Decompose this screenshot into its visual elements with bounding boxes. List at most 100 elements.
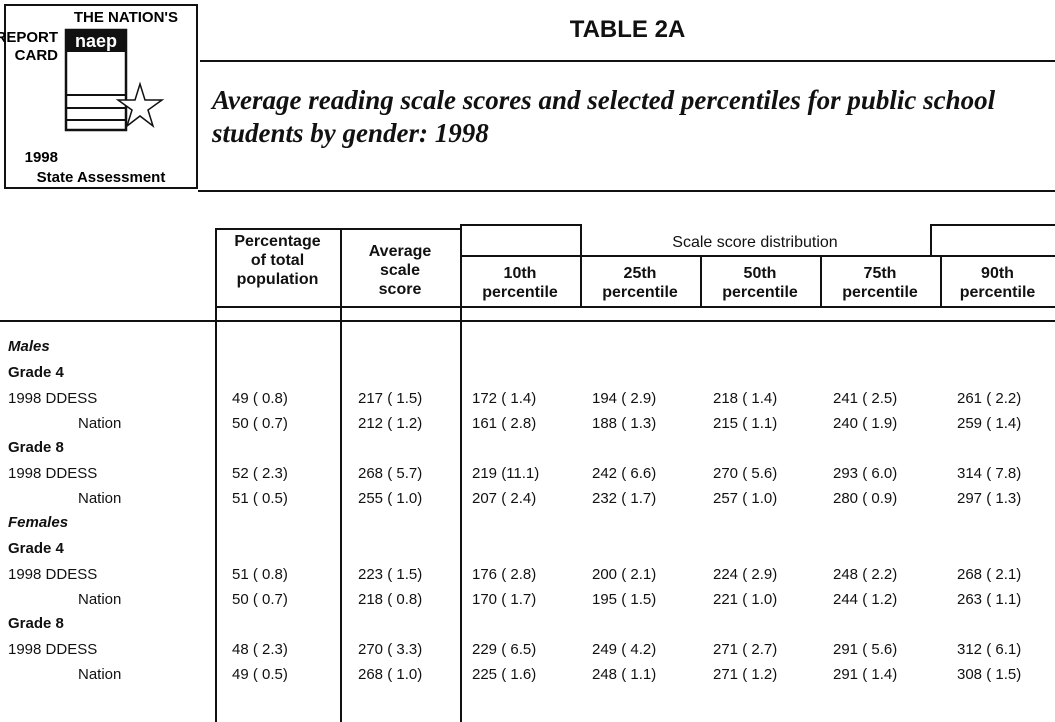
table-cell: 195 ( 1.5) <box>592 590 657 608</box>
rule <box>580 224 582 256</box>
table-cell: 308 ( 1.5) <box>957 665 1022 683</box>
table-cell: 172 ( 1.4) <box>472 390 537 407</box>
table-cell: 249 ( 4.2) <box>592 641 657 658</box>
section-label: Males <box>8 338 50 355</box>
table-cell: 225 ( 1.6) <box>472 665 537 683</box>
table-label: TABLE 2A <box>569 16 686 43</box>
logo-brand: naep <box>75 31 117 51</box>
table-cell: 271 ( 1.2) <box>713 665 778 683</box>
column-header: 90th percentile <box>959 265 1036 301</box>
logo-subtitle: State Assessment <box>37 169 166 186</box>
row-label: 1998 DDESS <box>8 566 98 583</box>
column-header: Average scale score <box>368 243 432 298</box>
logo-star <box>115 81 165 129</box>
column-header: 50th percentile <box>722 265 798 301</box>
rule <box>930 224 932 256</box>
table-title: Average reading scale scores and selecte… <box>212 85 996 148</box>
grade-label: Grade 4 <box>8 364 64 381</box>
logo: THE NATION'S REPORT CARD naep 1998 State… <box>0 4 198 189</box>
table-cell: 161 ( 2.8) <box>472 414 537 432</box>
table-cell: 255 ( 1.0) <box>358 489 423 507</box>
table-cell: 270 ( 3.3) <box>358 641 423 658</box>
logo-frame <box>4 4 198 189</box>
table-cell: 176 ( 2.8) <box>472 566 537 583</box>
rule <box>215 306 1055 308</box>
table-cell: 257 ( 1.0) <box>713 489 778 507</box>
table-cell: 263 ( 1.1) <box>957 590 1022 608</box>
table-cell: 268 ( 1.0) <box>358 665 423 683</box>
grade-label: Grade 4 <box>8 540 64 557</box>
table-cell: 52 ( 2.3) <box>232 465 288 482</box>
table-cell: 188 ( 1.3) <box>592 414 657 432</box>
table-cell: 293 ( 6.0) <box>833 465 898 482</box>
table-cell: 219 (11.1) <box>472 465 540 482</box>
rule <box>200 60 1055 62</box>
rule <box>930 224 1055 226</box>
table-cell: 268 ( 5.7) <box>358 465 423 482</box>
table-cell: 248 ( 1.1) <box>592 665 657 683</box>
table-cell: 297 ( 1.3) <box>957 489 1022 507</box>
table-cell: 218 ( 0.8) <box>358 590 423 608</box>
table-cell: 49 ( 0.8) <box>232 390 288 407</box>
table-cell: 244 ( 1.2) <box>833 590 898 608</box>
logo-year: 1998 <box>25 149 58 166</box>
logo-line3: CARD <box>15 47 58 64</box>
table-cell: 217 ( 1.5) <box>358 390 423 407</box>
logo-line2: REPORT <box>0 29 58 46</box>
table-cell: 50 ( 0.7) <box>232 414 288 432</box>
row-label: 1998 DDESS <box>8 641 98 658</box>
table-cell: 50 ( 0.7) <box>232 590 288 608</box>
table-cell: 229 ( 6.5) <box>472 641 537 658</box>
table-cell: 224 ( 2.9) <box>713 566 778 583</box>
table-cell: 268 ( 2.1) <box>957 566 1022 583</box>
table-cell: 48 ( 2.3) <box>232 641 288 658</box>
table-cell: 312 ( 6.1) <box>957 641 1022 658</box>
table-cell: 218 ( 1.4) <box>713 390 778 407</box>
table-cell: 194 ( 2.9) <box>592 390 657 407</box>
table-cell: 207 ( 2.4) <box>472 489 537 507</box>
row-label: Nation <box>78 665 122 683</box>
row-label: Nation <box>78 414 122 432</box>
table-cell: 51 ( 0.8) <box>232 566 288 583</box>
table-cell: 291 ( 5.6) <box>833 641 898 658</box>
table-cell: 314 ( 7.8) <box>957 465 1022 482</box>
table-cell: 200 ( 2.1) <box>592 566 657 583</box>
table-cell: 270 ( 5.6) <box>713 465 778 482</box>
table-cell: 259 ( 1.4) <box>957 414 1022 432</box>
rule <box>340 228 342 722</box>
logo-band <box>66 30 126 52</box>
table-cell: 248 ( 2.2) <box>833 566 898 583</box>
rule <box>0 320 1055 322</box>
rule <box>460 224 580 226</box>
table-cell: 215 ( 1.1) <box>713 414 778 432</box>
table-cell: 291 ( 1.4) <box>833 665 898 683</box>
rule <box>460 255 1055 257</box>
table-cell: 170 ( 1.7) <box>472 590 537 608</box>
rule <box>940 255 942 307</box>
column-header: 25th percentile <box>602 265 678 301</box>
table-cell: 280 ( 0.9) <box>833 489 898 507</box>
rule <box>215 228 460 230</box>
table-cell: 241 ( 2.5) <box>833 390 898 407</box>
rule <box>198 190 1055 192</box>
rule <box>580 255 582 307</box>
table-cell: 221 ( 1.0) <box>713 590 778 608</box>
rule <box>460 224 462 722</box>
row-label: Nation <box>78 489 122 507</box>
table-cell: 212 ( 1.2) <box>358 414 423 432</box>
grade-label: Grade 8 <box>8 615 64 632</box>
group-header: Scale score distribution <box>672 234 838 251</box>
table-cell: 223 ( 1.5) <box>358 566 423 583</box>
row-label: 1998 DDESS <box>8 465 98 482</box>
section-label: Females <box>8 514 69 531</box>
rule <box>215 228 217 722</box>
row-label: 1998 DDESS <box>8 390 98 407</box>
rule <box>700 255 702 307</box>
column-header: 75th percentile <box>842 265 918 301</box>
table-cell: 242 ( 6.6) <box>592 465 657 482</box>
rule <box>820 255 822 307</box>
column-header: 10th percentile <box>482 265 558 301</box>
table-cell: 51 ( 0.5) <box>232 489 288 507</box>
